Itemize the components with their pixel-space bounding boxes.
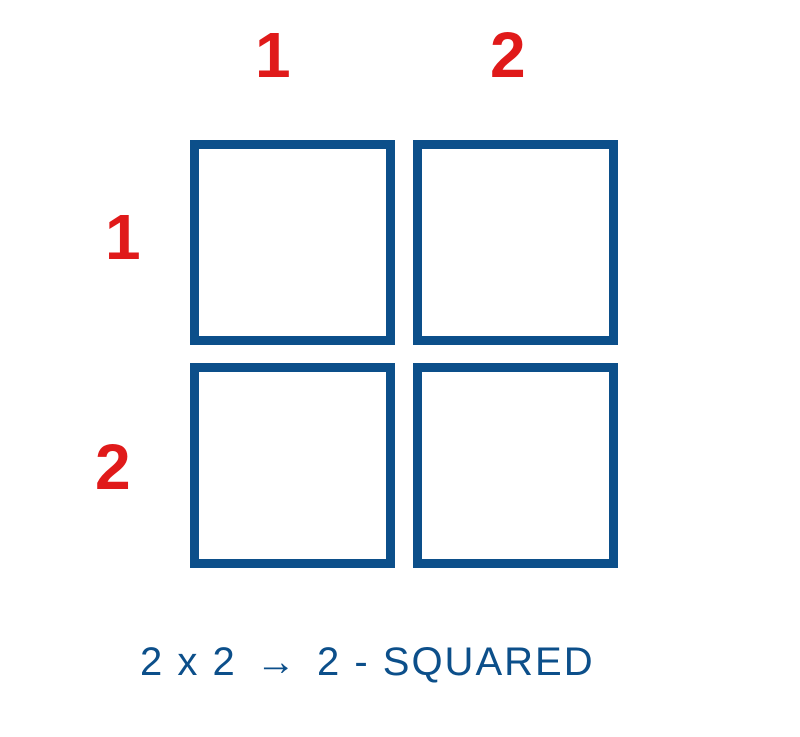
row-label-2: 2 — [95, 430, 131, 504]
column-label-1: 1 — [255, 18, 291, 92]
row-label-1: 1 — [105, 200, 141, 274]
square-grid — [190, 140, 618, 568]
grid-cell — [190, 140, 395, 345]
caption-text: 2 x 2 → 2 - SQUARED — [140, 640, 595, 685]
caption-left: 2 x 2 — [140, 640, 237, 684]
grid-cell — [190, 363, 395, 568]
grid-cell — [413, 363, 618, 568]
grid-cell — [413, 140, 618, 345]
diagram-container: 1 2 1 2 2 x 2 → 2 - SQUARED — [0, 0, 800, 737]
arrow-icon: → — [256, 640, 298, 685]
column-label-2: 2 — [490, 18, 526, 92]
caption-right: 2 - SQUARED — [317, 640, 595, 684]
